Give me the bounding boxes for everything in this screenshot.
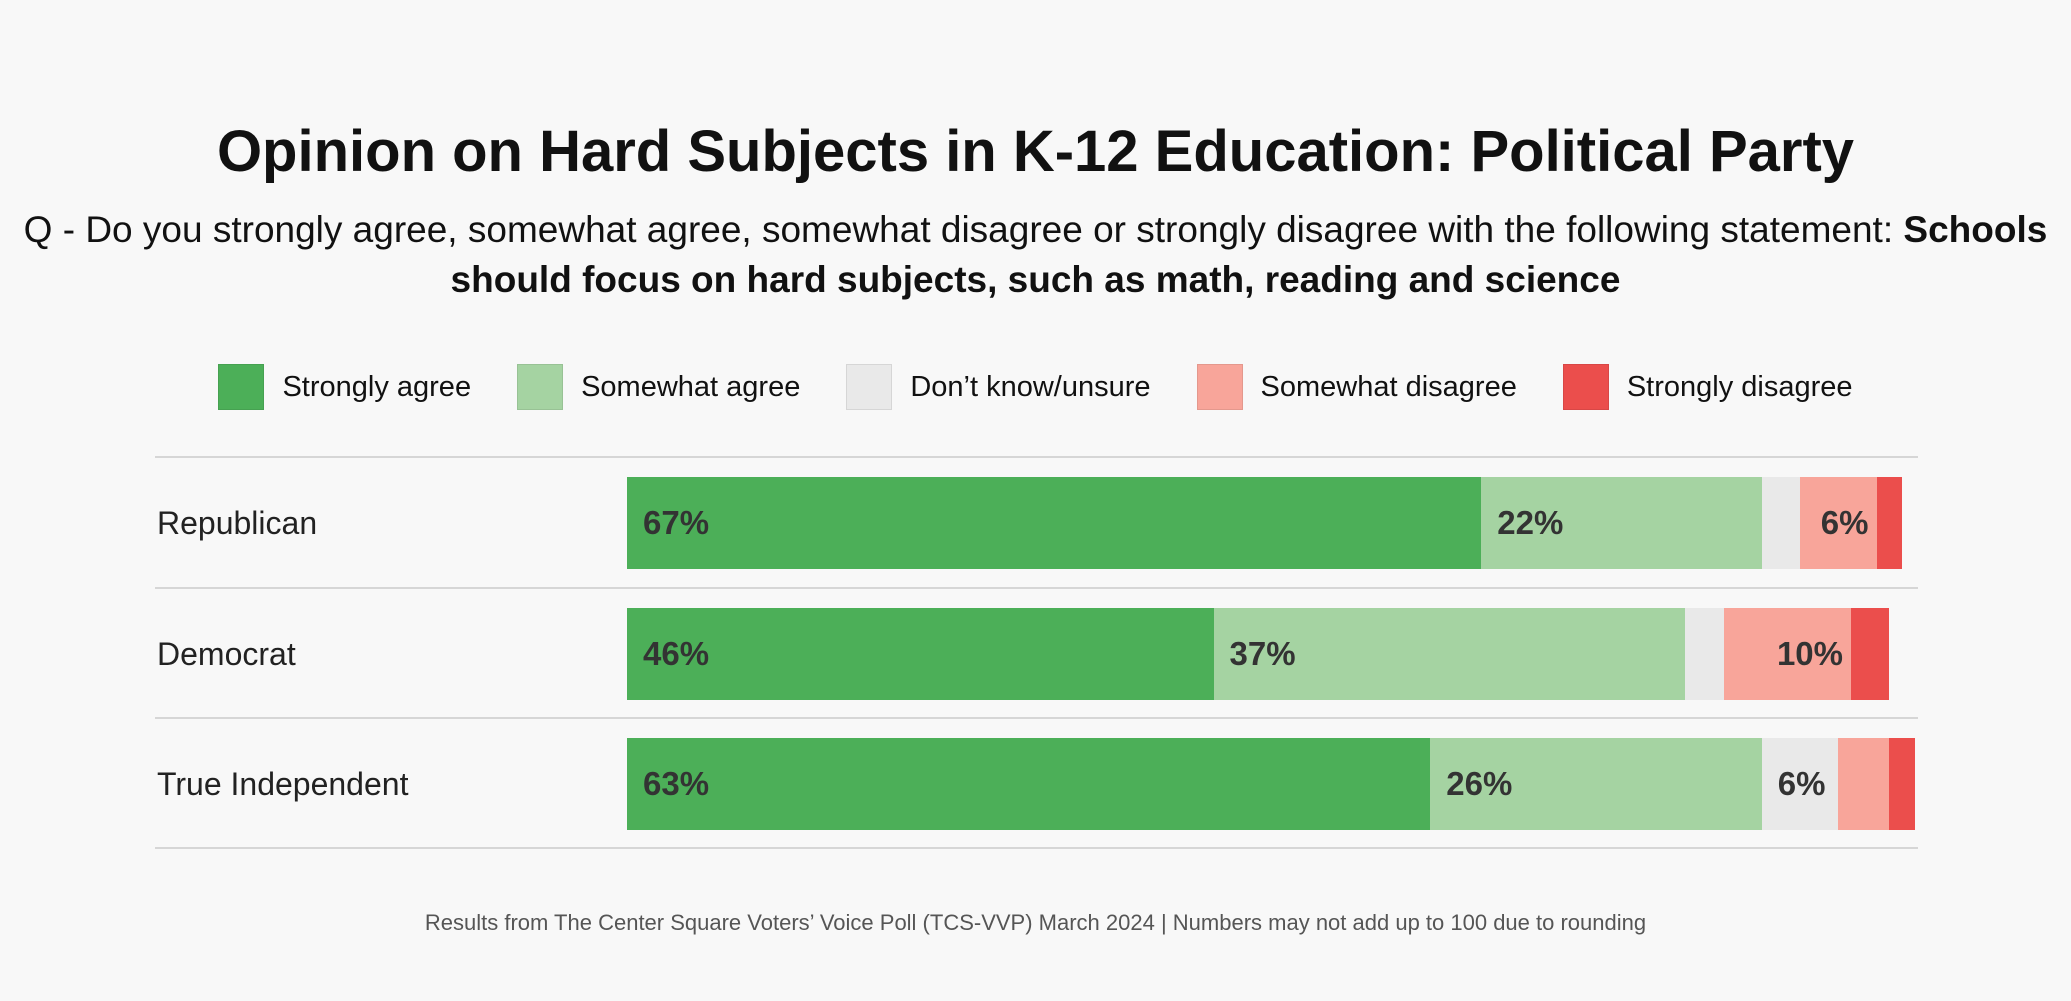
bar-segment — [1685, 608, 1724, 700]
legend-swatch — [846, 364, 893, 410]
bar-segment: 46% — [627, 608, 1214, 700]
category-label: Republican — [157, 505, 318, 541]
bar-segment: 6% — [1761, 738, 1839, 830]
legend-swatch — [1562, 364, 1609, 410]
legend-swatch — [1196, 364, 1243, 410]
data-label: 26% — [1446, 765, 1513, 802]
legend-label: Somewhat agree — [581, 370, 801, 403]
legend-item: Somewhat agree — [517, 364, 800, 410]
category-label: True Independent — [157, 766, 409, 802]
bar-segment — [1889, 738, 1915, 830]
bar-segment — [1876, 477, 1902, 569]
data-label: 63% — [643, 765, 710, 802]
data-label: 46% — [643, 635, 710, 672]
bar-segment: 37% — [1213, 608, 1686, 700]
data-label: 10% — [1776, 635, 1843, 672]
data-label: 6% — [1820, 504, 1869, 541]
row-divider — [155, 847, 1918, 849]
bar-segment: 26% — [1430, 738, 1762, 830]
bar-segment: 10% — [1723, 608, 1851, 700]
legend-label: Don’t know/unsure — [910, 370, 1151, 403]
legend-item: Somewhat disagree — [1196, 364, 1517, 410]
bar-segment — [1761, 477, 1800, 569]
bar-segment: 67% — [627, 477, 1482, 569]
row-divider — [155, 717, 1918, 719]
legend-label: Somewhat disagree — [1260, 370, 1517, 403]
bar-segment: 6% — [1800, 477, 1877, 569]
bar-segment — [1851, 608, 1890, 700]
question-text: Q - Do you strongly agree, somewhat agre… — [23, 209, 1904, 250]
legend-swatch — [218, 364, 265, 410]
row-divider — [155, 587, 1918, 589]
chart-subtitle: Q - Do you strongly agree, somewhat agre… — [0, 205, 2071, 305]
legend-label: Strongly agree — [282, 370, 472, 403]
bar-segment: 22% — [1481, 477, 1762, 569]
legend-item: Don’t know/unsure — [846, 364, 1151, 410]
bar-segment: 63% — [627, 738, 1431, 830]
legend: Strongly agree Somewhat agree Don’t know/u… — [0, 364, 2071, 410]
data-label: 37% — [1229, 635, 1296, 672]
statement-text: Schools should focus on hard subjects, s… — [450, 209, 2048, 300]
row-divider — [155, 456, 1918, 458]
data-label: 67% — [643, 504, 710, 541]
data-label: 6% — [1777, 765, 1826, 802]
legend-item: Strongly disagree — [1562, 364, 1853, 410]
bar-segment — [1838, 738, 1890, 830]
legend-swatch — [517, 364, 564, 410]
legend-item: Strongly agree — [218, 364, 471, 410]
data-label: 22% — [1497, 504, 1564, 541]
category-label: Democrat — [157, 636, 296, 672]
chart-title: Opinion on Hard Subjects in K-12 Educati… — [216, 119, 1855, 184]
footer-note: Results from The Center Square Voters’ V… — [424, 910, 1647, 935]
legend-label: Strongly disagree — [1626, 370, 1853, 403]
